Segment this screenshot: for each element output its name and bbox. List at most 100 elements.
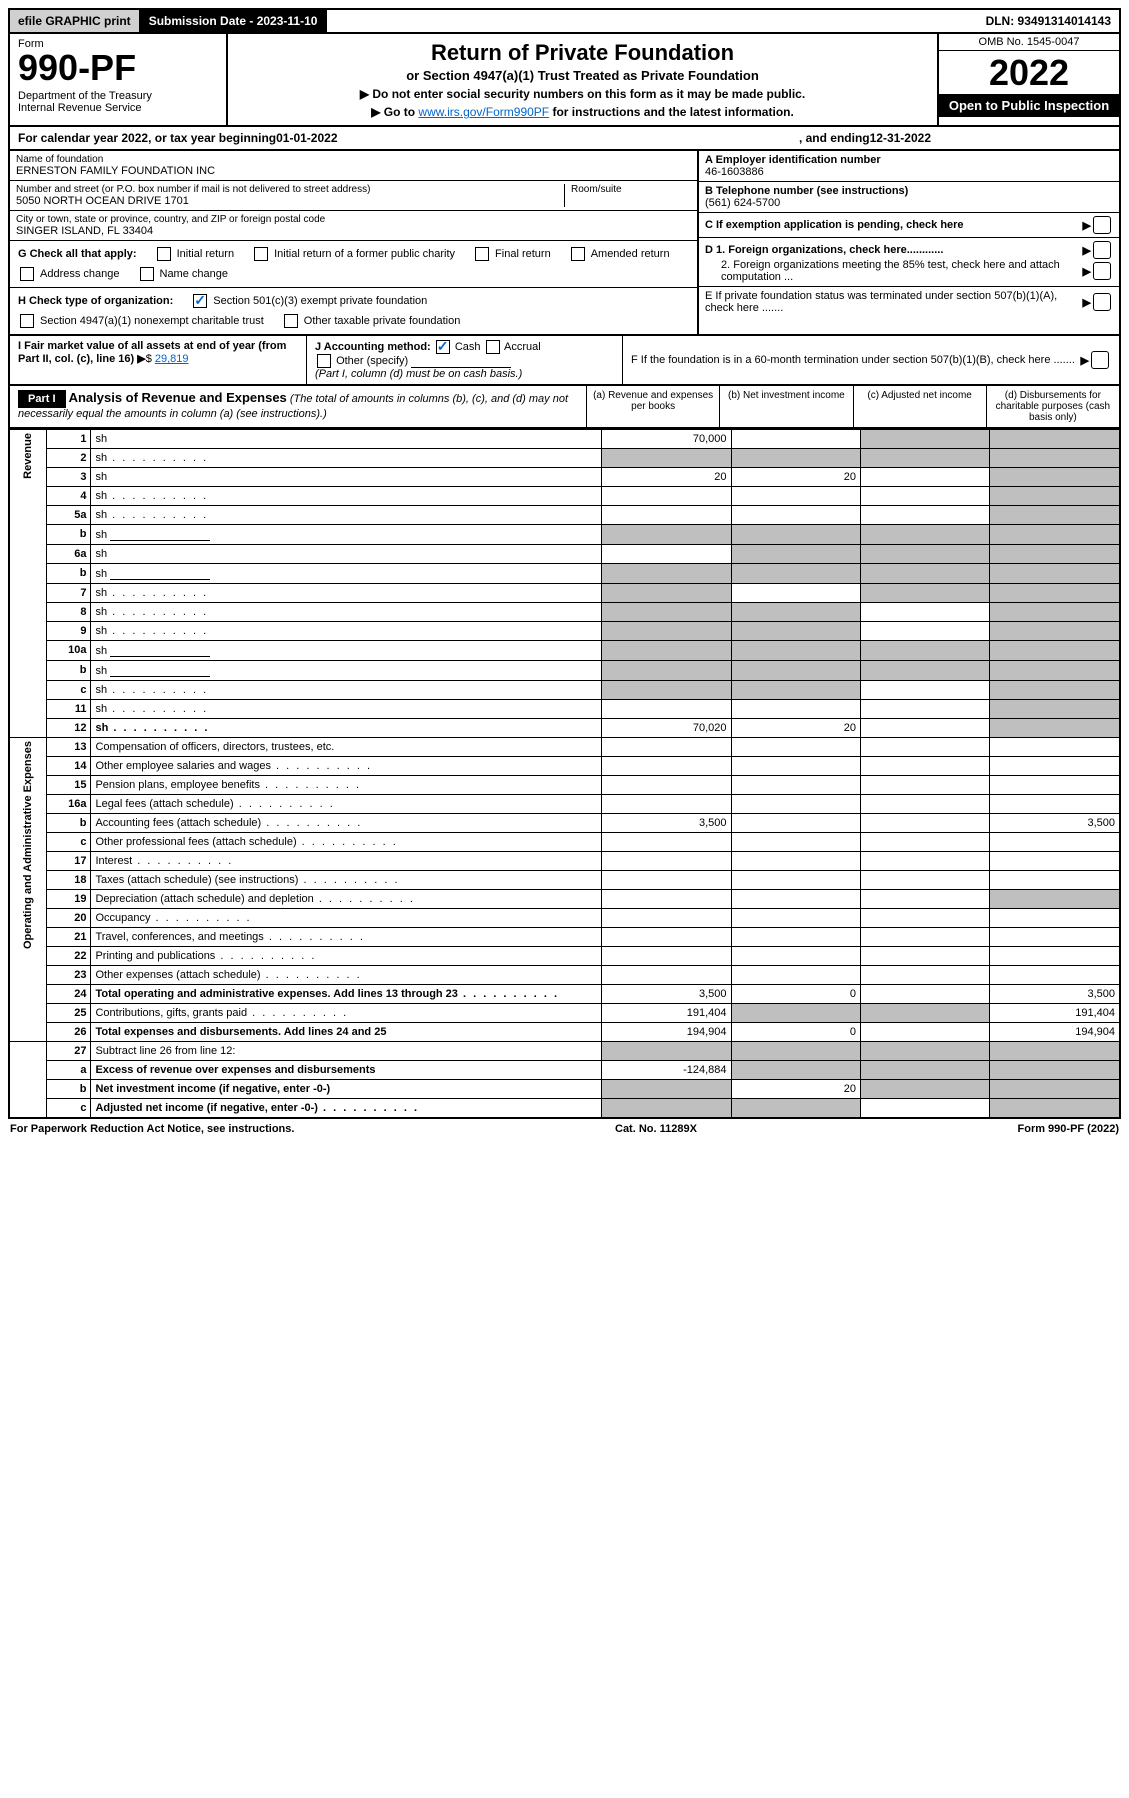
table-row: 16aLegal fees (attach schedule) [9,795,1120,814]
line-desc: sh [91,564,602,584]
line-number: 10a [46,641,91,661]
cell-shaded [990,468,1120,487]
cell-shaded [990,1061,1120,1080]
inline-input[interactable] [110,528,210,541]
table-row: 21Travel, conferences, and meetings [9,928,1120,947]
street-address: 5050 NORTH OCEAN DRIVE 1701 [16,195,564,207]
b-label: B Telephone number (see instructions) [705,185,1113,197]
calendar-year-row: For calendar year 2022, or tax year begi… [8,127,1121,151]
efile-print-button[interactable]: efile GRAPHIC print [10,10,141,32]
g-opt-5: Name change [160,268,229,280]
dln: DLN: 93491314014143 [978,10,1119,32]
checkbox-other-method[interactable] [317,354,331,368]
form-subtitle: or Section 4947(a)(1) Trust Treated as P… [248,68,917,83]
part1-title: Analysis of Revenue and Expenses [69,390,287,405]
table-row: 12sh70,02020 [9,719,1120,738]
table-row: 24Total operating and administrative exp… [9,985,1120,1004]
part1-desc: Part I Analysis of Revenue and Expenses … [10,386,586,427]
cell-value [731,871,860,890]
checkbox-accrual[interactable] [486,340,500,354]
checkbox-amended[interactable] [571,247,585,261]
cell-value [860,1099,989,1119]
cell-value [860,928,989,947]
checkbox-4947[interactable] [20,314,34,328]
cell-value [860,468,989,487]
c-cell: C If exemption application is pending, c… [699,213,1119,238]
table-row: 6ash [9,545,1120,564]
checkbox-address-change[interactable] [20,267,34,281]
cell-shaded [860,525,989,545]
checkbox-other-taxable[interactable] [284,314,298,328]
line-number: 19 [46,890,91,909]
cell-shaded [731,622,860,641]
cell-value: 191,404 [990,1004,1120,1023]
j-label: J Accounting method: [315,341,431,353]
inline-input[interactable] [110,664,210,677]
checkbox-d1[interactable] [1093,241,1111,259]
cell-shaded [602,1099,731,1119]
line-number: 7 [46,584,91,603]
calyear-end: 12-31-2022 [870,131,931,145]
cell-shaded [602,622,731,641]
h-label: H Check type of organization: [18,295,173,307]
open-public-badge: Open to Public Inspection [939,94,1119,117]
h-opt-1: Section 4947(a)(1) nonexempt charitable … [40,315,264,327]
line-desc: sh [91,430,602,449]
cell-shaded [860,564,989,584]
cell-value [860,814,989,833]
checkbox-501c3[interactable] [193,294,207,308]
cell-value [602,909,731,928]
table-row: 5ash [9,506,1120,525]
cell-value [602,487,731,506]
checkbox-d2[interactable] [1093,262,1111,280]
cell-shaded [731,1099,860,1119]
cell-value [990,928,1120,947]
b-phone-cell: B Telephone number (see instructions) (5… [699,182,1119,213]
cell-value [731,757,860,776]
line-desc: sh [91,622,602,641]
city-label: City or town, state or province, country… [16,214,691,225]
table-row: aExcess of revenue over expenses and dis… [9,1061,1120,1080]
cell-value [860,757,989,776]
part1-table: Revenue1sh70,0002sh3sh20204sh5ashbsh 6as… [8,429,1121,1119]
inline-input[interactable] [110,644,210,657]
irs-link[interactable]: www.irs.gov/Form990PF [418,105,549,119]
line-number: 9 [46,622,91,641]
line-desc: Pension plans, employee benefits [91,776,602,795]
line-desc: Depreciation (attach schedule) and deple… [91,890,602,909]
cell-value [602,506,731,525]
checkbox-name-change[interactable] [140,267,154,281]
checkbox-c[interactable] [1093,216,1111,234]
table-row: 10ash [9,641,1120,661]
checkbox-initial-return[interactable] [157,247,171,261]
cell-value: 3,500 [990,985,1120,1004]
cell-value [860,603,989,622]
checkbox-f[interactable] [1091,351,1109,369]
line-desc: Net investment income (if negative, ente… [91,1080,602,1099]
name-label: Name of foundation [16,154,691,165]
table-row: 9sh [9,622,1120,641]
cell-value [860,985,989,1004]
cell-value [860,909,989,928]
line-desc: Excess of revenue over expenses and disb… [91,1061,602,1080]
cell-shaded [731,641,860,661]
cell-shaded [860,641,989,661]
line-desc: Total expenses and disbursements. Add li… [91,1023,602,1042]
inline-input[interactable] [110,567,210,580]
checkbox-cash[interactable] [436,340,450,354]
cell-shaded [990,506,1120,525]
city-cell: City or town, state or province, country… [10,211,697,241]
checkbox-final-return[interactable] [475,247,489,261]
cell-shaded [731,603,860,622]
line-number: 27 [46,1042,91,1061]
addr-label: Number and street (or P.O. box number if… [16,184,564,195]
cell-value [990,947,1120,966]
cell-value [731,430,860,449]
checkbox-e[interactable] [1093,293,1111,311]
cell-value: 191,404 [602,1004,731,1023]
j-accrual: Accrual [504,341,541,353]
cell-shaded [860,430,989,449]
line-desc: sh [91,681,602,700]
checkbox-initial-public[interactable] [254,247,268,261]
cell-shaded [602,603,731,622]
